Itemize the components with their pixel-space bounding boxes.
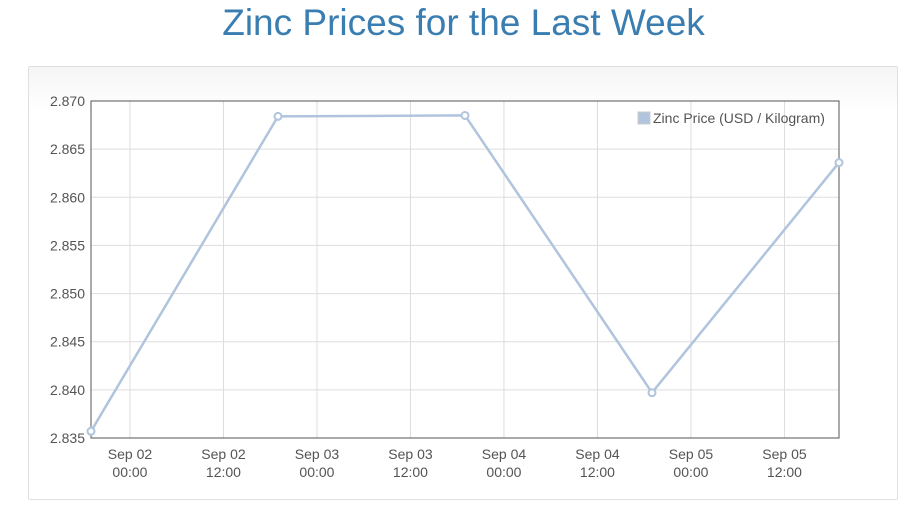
plot-area (91, 101, 839, 438)
chart-panel: 2.835 2.840 2.845 2.850 2.855 2.860 2.865 2.870… (28, 66, 898, 500)
data-point (86, 426, 96, 436)
x-tick-label: Sep 03 (388, 446, 433, 462)
x-tick-label: 12:00 (206, 464, 241, 480)
x-axis-ticks: Sep 02 00:00 Sep 02 12:00 Sep 03 00:00 Sep 03 1… (108, 446, 807, 480)
x-tick-label: Sep 05 (669, 446, 714, 462)
data-point (834, 158, 844, 168)
data-point (647, 388, 657, 398)
y-tick-label: 2.835 (50, 430, 85, 446)
x-tick-label: 12:00 (767, 464, 802, 480)
y-tick-label: 2.845 (50, 334, 85, 350)
legend-swatch (637, 111, 651, 125)
legend[interactable]: Zinc Price (USD / Kilogram) (637, 110, 825, 126)
x-tick-label: Sep 05 (762, 446, 807, 462)
series-layer (86, 110, 844, 436)
x-tick-label: 00:00 (299, 464, 334, 480)
x-tick-label: 00:00 (112, 464, 147, 480)
y-axis-ticks: 2.835 2.840 2.845 2.850 2.855 2.860 2.865 2.870 (50, 93, 85, 446)
plot-border (90, 100, 840, 439)
y-tick-label: 2.860 (50, 189, 85, 205)
page-title: Zinc Prices for the Last Week (222, 2, 705, 43)
x-tick-label: Sep 02 (201, 446, 246, 462)
x-tick-label: Sep 02 (108, 446, 153, 462)
x-tick-label: Sep 04 (575, 446, 620, 462)
data-point (273, 111, 283, 121)
y-tick-label: 2.870 (50, 93, 85, 109)
grid-lines (91, 100, 839, 439)
y-tick-label: 2.840 (50, 382, 85, 398)
y-tick-label: 2.855 (50, 237, 85, 253)
legend-label[interactable]: Zinc Price (USD / Kilogram) (653, 110, 825, 126)
x-tick-label: 12:00 (580, 464, 615, 480)
x-tick-label: 00:00 (486, 464, 521, 480)
x-tick-label: Sep 03 (295, 446, 340, 462)
x-tick-label: 12:00 (393, 464, 428, 480)
y-tick-label: 2.865 (50, 141, 85, 157)
y-tick-label: 2.850 (50, 286, 85, 302)
line-chart: 2.835 2.840 2.845 2.850 2.855 2.860 2.865 2.870… (50, 93, 844, 480)
data-point (460, 110, 470, 120)
x-tick-label: Sep 04 (482, 446, 527, 462)
x-tick-label: 00:00 (673, 464, 708, 480)
